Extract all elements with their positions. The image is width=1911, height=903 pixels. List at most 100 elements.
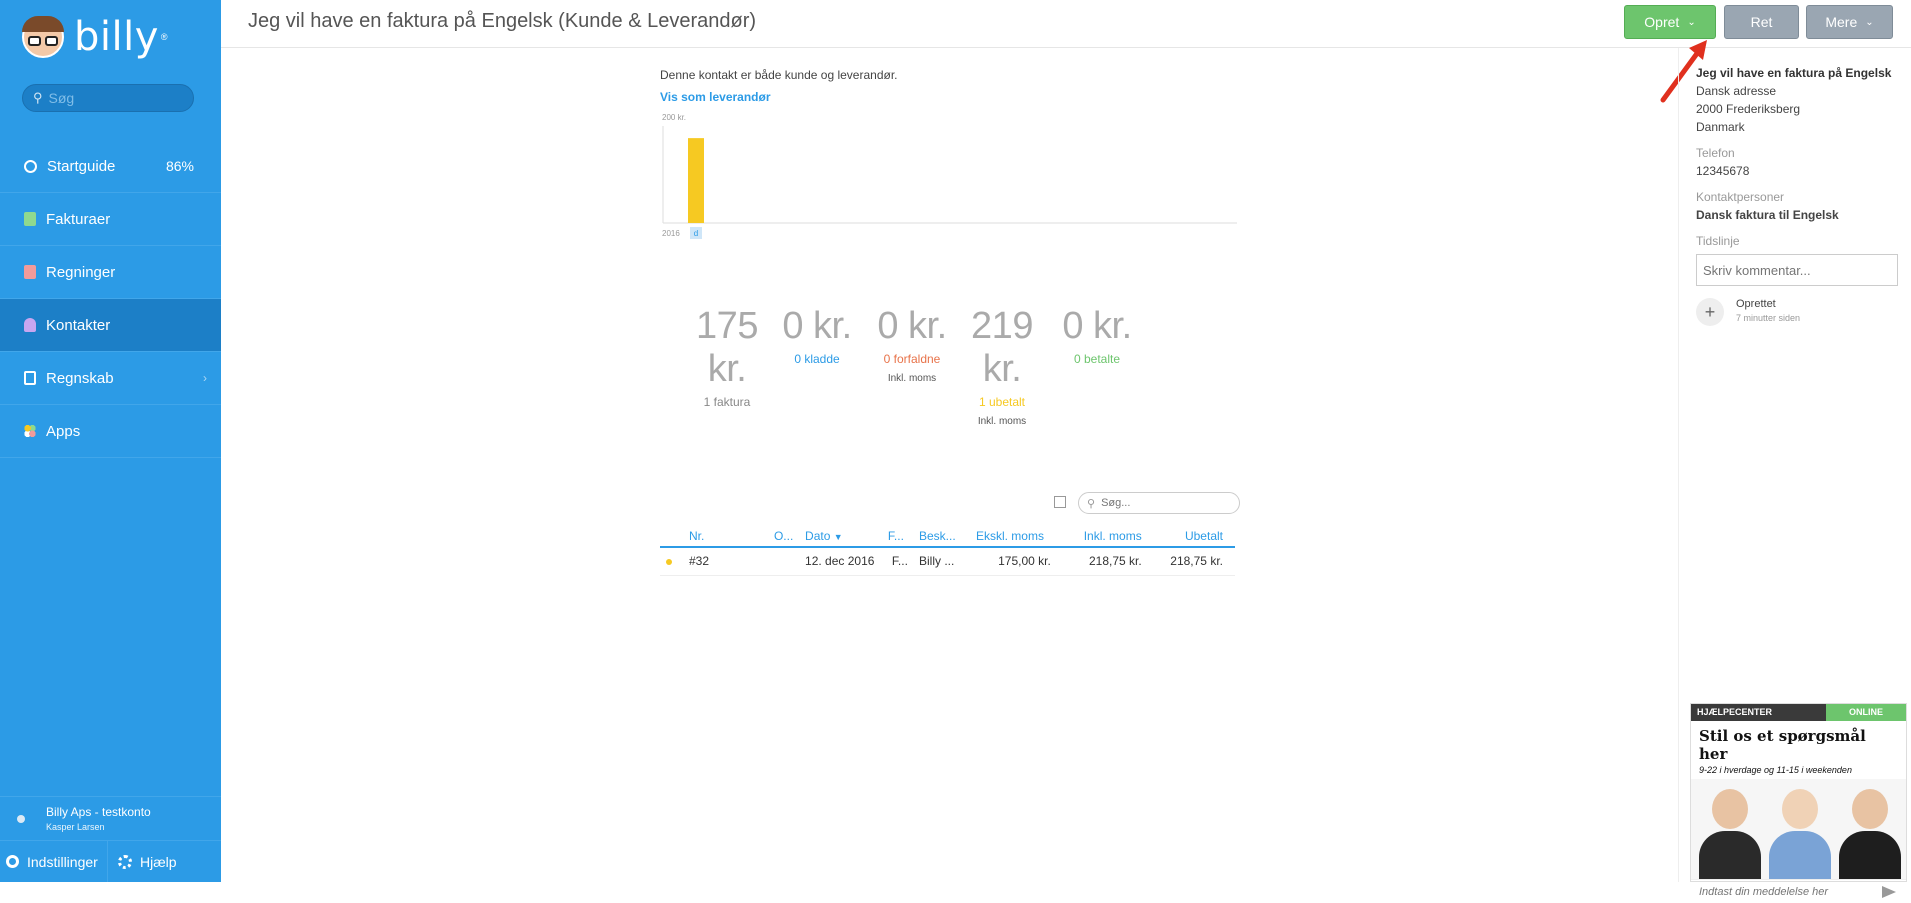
chart-bar[interactable] [688, 138, 704, 223]
contact-main: Denne kontakt er både kunde og leverandø… [660, 60, 1240, 576]
billy-logo[interactable]: billy ® [22, 14, 168, 60]
help-widget-header: HJÆLPECENTER ONLINE [1691, 704, 1906, 721]
column-header-f[interactable]: F... [887, 525, 919, 548]
top-bar: Jeg vil have en faktura på Engelsk (Kund… [221, 0, 1911, 48]
billy-mascot-icon [22, 16, 64, 58]
gear-icon [6, 855, 19, 868]
user-account[interactable]: Billy Aps - testkonto Kasper Larsen [0, 796, 221, 840]
help-button[interactable]: Hjælp [108, 841, 177, 882]
sidebar-item-startguide[interactable]: Startguide 86% [0, 140, 221, 193]
invoice-table: Nr. O... Dato ▼ F... Besk... Ekskl. moms… [660, 525, 1235, 576]
table-search[interactable]: ⚲ [1078, 492, 1240, 514]
sidebar-item-kontakter[interactable]: Kontakter [0, 299, 221, 352]
view-as-supplier-link[interactable]: Vis som leverandør [660, 90, 771, 104]
column-header-o[interactable]: O... [773, 525, 806, 548]
sidebar-search[interactable]: ⚲ [22, 84, 194, 112]
registered-mark: ® [160, 32, 168, 42]
opret-label: Opret [1644, 14, 1680, 30]
support-staff-image [1691, 779, 1906, 879]
stat-amount: 219 kr. [971, 305, 1033, 390]
support-person [1769, 789, 1831, 879]
stat-amount: 175 kr. [696, 305, 758, 390]
circle-progress-icon [24, 159, 37, 173]
phone-value: 12345678 [1696, 164, 1750, 178]
cell-ekskl: 175,00 kr. [975, 547, 1059, 576]
bill-icon [24, 265, 36, 279]
sidebar-item-apps[interactable]: Apps [0, 405, 221, 458]
settings-button[interactable]: Indstillinger [0, 841, 108, 882]
support-person [1699, 789, 1761, 879]
send-icon[interactable] [1882, 885, 1896, 898]
apps-icon [24, 424, 36, 438]
edit-button[interactable]: Ret [1724, 5, 1799, 39]
cell-ubetalt: 218,75 kr. [1141, 547, 1235, 576]
page-title: Jeg vil have en faktura på Engelsk (Kund… [248, 10, 757, 32]
unpaid-status-dot [666, 559, 672, 566]
support-person [1839, 789, 1901, 879]
organization-name: Billy Aps - testkonto [46, 805, 151, 819]
sidebar-item-regninger[interactable]: Regninger [0, 246, 221, 299]
event-time: 7 minutter siden [1736, 313, 1801, 323]
more-label: Mere [1825, 14, 1858, 30]
phone-label: Telefon [1696, 146, 1735, 160]
stat-block[interactable]: 0 kr. 0 forfaldne Inkl. moms [857, 305, 967, 384]
column-header-inkl[interactable]: Inkl. moms [1058, 525, 1142, 548]
help-message-input[interactable] [1699, 885, 1874, 898]
search-icon: ⚲ [1087, 497, 1096, 510]
sidebar-item-fakturaer[interactable]: Fakturaer [0, 193, 221, 246]
invoice-icon [24, 212, 36, 226]
table-row[interactable]: #32 12. dec 2016 F... Billy ... 175,00 k… [660, 547, 1235, 576]
stat-block[interactable]: 0 kr. 0 betalte [1042, 305, 1152, 373]
stat-block[interactable]: 219 kr. 1 ubetalt Inkl. moms [947, 305, 1057, 427]
contact-person[interactable]: Dansk faktura til Engelsk [1696, 208, 1839, 222]
contact-icon [24, 318, 36, 332]
help-center-label: HJÆLPECENTER [1697, 707, 1773, 717]
contact-name: Jeg vil have en faktura på Engelsk [1696, 66, 1892, 80]
stat-block[interactable]: 175 kr. 1 faktura [672, 305, 782, 416]
timeline-label: Tidslinje [1696, 234, 1740, 248]
country: Danmark [1696, 120, 1745, 134]
progress-badge: 86% [165, 158, 194, 174]
brand-name: billy [74, 14, 159, 60]
edit-label: Ret [1750, 14, 1773, 30]
timeline-event: + Oprettet 7 minutter siden [1696, 298, 1899, 326]
x-tick-highlight [690, 227, 702, 239]
help-widget-hours: 9-22 i hverdage og 11-15 i weekenden [1699, 765, 1852, 775]
column-header-dato[interactable]: Dato ▼ [805, 525, 888, 548]
help-center-widget[interactable]: HJÆLPECENTER ONLINE Stil os et spørgsmål… [1690, 703, 1907, 898]
stat-amount: 0 kr. [1062, 305, 1132, 347]
stat-label: 0 kladde [794, 352, 840, 366]
column-header-besk[interactable]: Besk... [918, 525, 976, 548]
column-header-ubetalt[interactable]: Ubetalt [1141, 525, 1235, 548]
sort-desc-icon: ▼ [833, 531, 843, 542]
x-start-label: 2016 [662, 229, 680, 238]
chevron-right-icon: › [203, 371, 207, 385]
search-icon: ⚲ [33, 90, 43, 105]
comment-input[interactable] [1703, 262, 1893, 278]
help-widget-title: Stil os et spørgsmål her [1699, 727, 1866, 763]
revenue-chart: 200 kr. d 2016 [662, 113, 1237, 239]
stat-block[interactable]: 0 kr. 0 kladde [762, 305, 872, 373]
table-search-input[interactable] [1101, 497, 1222, 509]
help-message-field[interactable] [1691, 879, 1906, 903]
lifebuoy-icon [118, 854, 132, 869]
stat-label: 0 betalte [1073, 352, 1121, 366]
contact-type-info: Denne kontakt er både kunde og leverandø… [660, 68, 898, 82]
plus-icon: + [1696, 298, 1724, 326]
sidebar-item-regnskab[interactable]: Regnskab › [0, 352, 221, 405]
more-button[interactable]: Mere ⌄ [1806, 5, 1893, 39]
settings-label: Indstillinger [27, 853, 98, 870]
column-header-nr[interactable]: Nr. [689, 525, 774, 548]
cell-f: F... [887, 547, 919, 576]
sidebar-item-label: Regninger [46, 263, 116, 281]
opret-button[interactable]: Opret ⌄ [1624, 5, 1716, 39]
address-line-1: Dansk adresse [1696, 84, 1777, 98]
address-line-2: 2000 Frederiksberg [1696, 102, 1801, 116]
avatar [17, 815, 25, 823]
sidebar-search-input[interactable] [48, 90, 179, 106]
bar-group: d [688, 138, 704, 239]
accounting-icon [24, 371, 36, 385]
export-icon[interactable] [1054, 496, 1066, 508]
comment-field[interactable] [1696, 254, 1898, 286]
column-header-ekskl[interactable]: Ekskl. moms [975, 525, 1059, 548]
